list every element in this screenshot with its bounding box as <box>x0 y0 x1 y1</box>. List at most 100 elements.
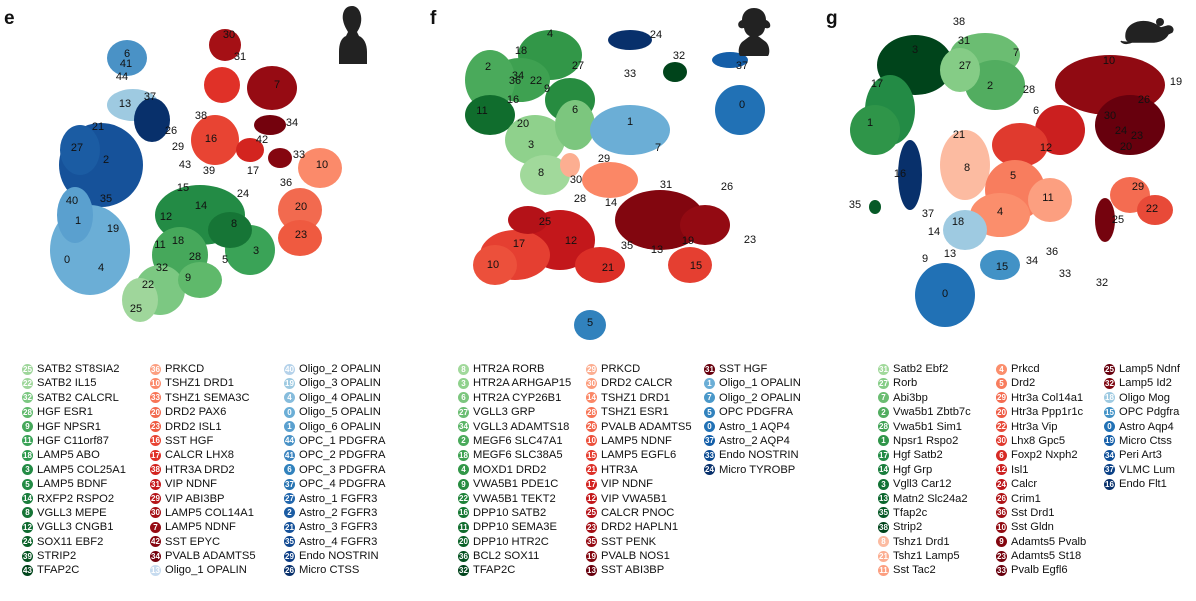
legend-item: 9 HGF NPSR1 <box>22 420 144 434</box>
legend-label: DPP10 HTR2C <box>473 535 549 548</box>
cluster-label: 34 <box>512 70 524 82</box>
legend-e-col-1: 36 PRKCD 10 TSHZ1 DRD1 33 TSHZ1 SEMA3C 20 DRD2 … <box>150 362 280 578</box>
cluster-label: 9 <box>185 272 191 284</box>
legend-item: 22 SATB2 IL15 <box>22 376 144 390</box>
umap-plot-g: 38 31 7 3 27 17 2 28 10 19 26 6 30 1 24 20 12 21 8 5 23 16 4 11… <box>820 0 1196 350</box>
legend-item: 16 DPP10 SATB2 <box>458 506 584 520</box>
legend-item: 2 Astro_2 FGFR3 <box>284 506 410 520</box>
legend-item: 2 Vwa5b1 Zbtb7c <box>878 405 978 419</box>
legend-label: Oligo_4 OPALIN <box>299 391 381 404</box>
legend-label: CALCR LHX8 <box>165 449 235 462</box>
legend-label: Astro_4 FGFR3 <box>299 535 378 548</box>
cluster-label: 31 <box>234 51 246 63</box>
cluster-label: 31 <box>660 179 672 191</box>
cluster-label: 14 <box>928 226 940 238</box>
cluster-label: 11 <box>1042 192 1053 204</box>
legend-label: DRD2 CALCR <box>601 377 673 390</box>
legend-label: HGF C11orf87 <box>37 434 109 447</box>
cluster-label: 44 <box>116 71 128 83</box>
legend-item: 0 Astro Aqp4 <box>1104 420 1194 434</box>
legend-swatch: 20 <box>150 406 161 418</box>
legend-item: 15 OPC Pdgfra <box>1104 405 1194 419</box>
panel-letter-f: f <box>430 8 437 29</box>
monkey-silhouette-icon <box>738 8 771 56</box>
legend-swatch: 0 <box>284 406 295 418</box>
cluster-label: 22 <box>142 279 154 291</box>
legend-item: 10 LAMP5 NDNF <box>586 434 704 448</box>
legend-swatch: 7 <box>878 392 889 404</box>
legend-item: 28 HGF ESR1 <box>22 405 144 419</box>
cluster-label: 24 <box>650 29 662 41</box>
umap-clusters-g <box>850 33 1173 327</box>
cluster-label: 12 <box>1040 142 1052 154</box>
cluster-label: 20 <box>1120 141 1132 153</box>
legend-label: Oligo_1 OPALIN <box>165 564 247 577</box>
legend-item: 30 LAMP5 COL14A1 <box>150 506 280 520</box>
legend-label: Adamts5 Pvalb <box>1011 535 1087 548</box>
legend-swatch: 32 <box>22 392 33 404</box>
legend-swatch: 12 <box>22 521 33 533</box>
legend-swatch: 18 <box>22 449 33 461</box>
cluster-label: 30 <box>1104 110 1116 122</box>
legend-label: HGF NPSR1 <box>37 420 102 433</box>
cluster-label: 0 <box>942 288 948 300</box>
legend-swatch: 34 <box>1104 449 1115 461</box>
legend-item: 0 Oligo_5 OPALIN <box>284 405 410 419</box>
legend-swatch: 14 <box>586 392 597 404</box>
legend-label: VIP ABI3BP <box>165 492 225 505</box>
legend-swatch: 33 <box>150 392 161 404</box>
cluster-label: 1 <box>75 215 81 227</box>
legend-label: Astro_2 AQP4 <box>719 434 790 447</box>
legend-swatch: 3 <box>458 377 469 389</box>
legend-label: SST EPYC <box>165 535 221 548</box>
legend-label: HGF ESR1 <box>37 406 93 419</box>
legend-label: PVALB ADAMTS5 <box>601 420 692 433</box>
legend-swatch: 34 <box>150 550 161 562</box>
cluster-label: 10 <box>316 159 328 171</box>
legend-swatch: 26 <box>284 564 295 576</box>
legend-swatch: 3 <box>878 478 889 490</box>
cluster-label: 8 <box>231 218 237 230</box>
umap-plot-f: 24 32 4 18 27 33 2 36 22 9 11 16 3 6 20 1 7 0 37 8 29 30 28 14 3… <box>420 0 820 350</box>
legend-item: 13 SST ABI3BP <box>586 563 704 577</box>
legend-item: 0 Astro_1 AQP4 <box>704 420 814 434</box>
cluster-label: 19 <box>1170 76 1182 88</box>
legend-label: Htr3a Vip <box>1011 420 1058 433</box>
legend-swatch: 19 <box>586 550 597 562</box>
cluster-label: 27 <box>572 60 584 72</box>
legend-item: 7 Abi3bp <box>878 391 978 405</box>
legend-label: OPC_3 PDGFRA <box>299 463 386 476</box>
legend-label: VIP NDNF <box>165 478 218 491</box>
legend-item: 33 Pvalb Egfl6 <box>996 563 1096 577</box>
legend-swatch: 25 <box>1104 363 1115 375</box>
cluster-label: 15 <box>690 260 702 272</box>
legend-item: 17 CALCR LHX8 <box>150 448 280 462</box>
cluster-label: 13 <box>119 98 131 110</box>
cluster-label: 7 <box>1013 47 1019 59</box>
cluster-label: 34 <box>286 117 298 129</box>
legend-e-col-2: 40 Oligo_2 OPALIN 19 Oligo_3 OPALIN 4 Oligo_4… <box>284 362 410 578</box>
legend-swatch: 4 <box>996 363 1007 375</box>
cluster-label: 9 <box>544 83 550 95</box>
legend-swatch: 27 <box>284 493 295 505</box>
cluster-label: 32 <box>1096 277 1108 289</box>
legend-swatch: 17 <box>150 449 161 461</box>
legend-swatch: 13 <box>150 564 161 576</box>
legend-swatch: 24 <box>22 536 33 548</box>
legend-swatch: 29 <box>284 550 295 562</box>
legend-label: Vwa5b1 Sim1 <box>893 420 963 433</box>
legend-label: Pvalb Egfl6 <box>1011 564 1068 577</box>
legend-label: SATB2 CALCRL <box>37 391 119 404</box>
legend-label: SATB2 ST8SIA2 <box>37 363 120 375</box>
legend-label: LAMP5 COL25A1 <box>37 463 126 476</box>
legend-item: 26 Crim1 <box>996 492 1096 506</box>
cluster-label: 38 <box>953 16 965 28</box>
legend-swatch: 44 <box>284 435 295 447</box>
legend-swatch: 29 <box>996 392 1007 404</box>
cluster-label: 25 <box>539 216 551 228</box>
legend-label: Htr3a Ppp1r1c <box>1011 406 1084 419</box>
umap-clusters-e <box>50 29 342 322</box>
legend-swatch: 2 <box>878 406 889 418</box>
legend-item: 23 DRD2 ISL1 <box>150 420 280 434</box>
legend-label: Strip2 <box>893 521 923 534</box>
